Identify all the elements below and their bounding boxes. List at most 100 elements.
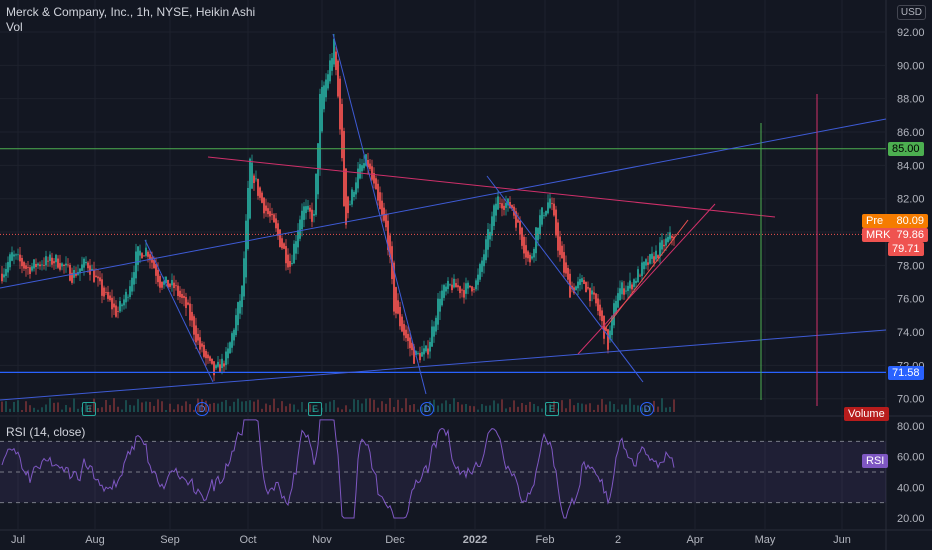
candle-body — [345, 168, 347, 225]
candle-body — [287, 254, 289, 268]
candle-body — [449, 284, 451, 286]
price-tick-label: 82.00 — [897, 194, 925, 206]
rsi-tick-label: 60.00 — [897, 452, 925, 464]
candle-body — [557, 222, 559, 251]
volume-bar — [157, 399, 159, 412]
volume-bar — [61, 409, 63, 412]
candle-body — [263, 197, 265, 214]
dividend-icon[interactable]: D — [420, 402, 434, 416]
volume-bar — [317, 409, 319, 412]
candle-body — [97, 276, 99, 279]
candle-body — [331, 58, 333, 71]
candle-body — [159, 276, 161, 288]
candle-body — [137, 246, 139, 265]
candle-body — [419, 353, 421, 361]
candle-body — [591, 290, 593, 295]
volume-bar — [345, 405, 347, 412]
volume-bar — [261, 408, 263, 412]
candle-body — [621, 282, 623, 295]
candle-body — [441, 290, 443, 306]
candle-body — [13, 254, 15, 257]
currency-button[interactable]: USD — [896, 5, 926, 20]
candle-body — [421, 352, 423, 357]
candle-body — [553, 203, 555, 216]
candle-body — [223, 363, 225, 367]
price-tick-label: 70.00 — [897, 394, 925, 406]
volume-bar — [245, 401, 247, 412]
last-price-value: 79.86 — [896, 229, 924, 241]
candle-body — [671, 235, 673, 239]
volume-bar — [85, 402, 87, 412]
volume-bar — [249, 400, 251, 412]
candle-body — [351, 189, 353, 205]
candle-body — [163, 281, 165, 285]
earnings-icon[interactable]: E — [308, 402, 322, 416]
candle-body — [605, 327, 607, 332]
volume-bar — [489, 405, 491, 412]
volume-bar — [241, 401, 243, 412]
candle-body — [339, 78, 341, 130]
volume-bar — [105, 399, 107, 412]
candle-body — [495, 203, 497, 216]
volume-bar — [445, 400, 447, 412]
candle-body — [353, 191, 355, 198]
candle-body — [85, 261, 87, 264]
volume-bar — [173, 409, 175, 412]
candle-body — [617, 293, 619, 308]
candle-body — [153, 259, 155, 269]
volume-bar — [1, 401, 3, 412]
candle-body — [427, 348, 429, 355]
candle-body — [457, 285, 459, 288]
volume-bar — [69, 407, 71, 412]
candle-body — [47, 260, 49, 262]
volume-bar — [601, 399, 603, 412]
candle-body — [603, 315, 605, 339]
candle-body — [189, 303, 191, 321]
dividend-icon[interactable]: D — [195, 402, 209, 416]
dividend-icon[interactable]: D — [640, 402, 654, 416]
candle-body — [107, 292, 109, 299]
candle-body — [645, 259, 647, 266]
candle-body — [151, 257, 153, 263]
volume-bar — [269, 405, 271, 412]
volume-bar — [125, 400, 127, 412]
candle-body — [57, 258, 59, 268]
candle-body — [335, 51, 337, 70]
earnings-icon[interactable]: E — [82, 402, 96, 416]
volume-bar — [273, 398, 275, 412]
candle-body — [309, 207, 311, 212]
candle-body — [509, 201, 511, 208]
candle-body — [657, 255, 659, 258]
candle-body — [663, 244, 665, 247]
volume-bar — [361, 403, 363, 412]
time-tick-label: Dec — [385, 534, 405, 546]
candle-body — [127, 296, 129, 298]
volume-bar — [9, 408, 11, 412]
volume-bar — [669, 406, 671, 412]
candle-body — [33, 259, 35, 269]
candle-body — [209, 356, 211, 361]
volume-bar — [33, 407, 35, 412]
volume-bar — [605, 404, 607, 412]
time-tick-label: Feb — [536, 534, 555, 546]
candle-body — [307, 205, 309, 210]
candle-body — [23, 262, 25, 269]
time-tick-label: Apr — [686, 534, 703, 546]
last-price-tag: MRK 79.86 — [862, 228, 928, 242]
volume-bar — [377, 407, 379, 412]
symbol-label: MRK — [866, 229, 891, 241]
earnings-icon[interactable]: E — [545, 402, 559, 416]
volume-bar — [353, 399, 355, 412]
volume-bar — [281, 401, 283, 412]
volume-bar — [613, 404, 615, 412]
candle-body — [273, 214, 275, 223]
candle-body — [119, 301, 121, 312]
candle-body — [185, 296, 187, 308]
candle-body — [83, 258, 85, 268]
volume-bar — [341, 409, 343, 412]
volume-bar — [185, 401, 187, 412]
volume-bar — [145, 401, 147, 412]
rsi-tick-label: 20.00 — [897, 513, 925, 525]
candle-body — [237, 302, 239, 326]
